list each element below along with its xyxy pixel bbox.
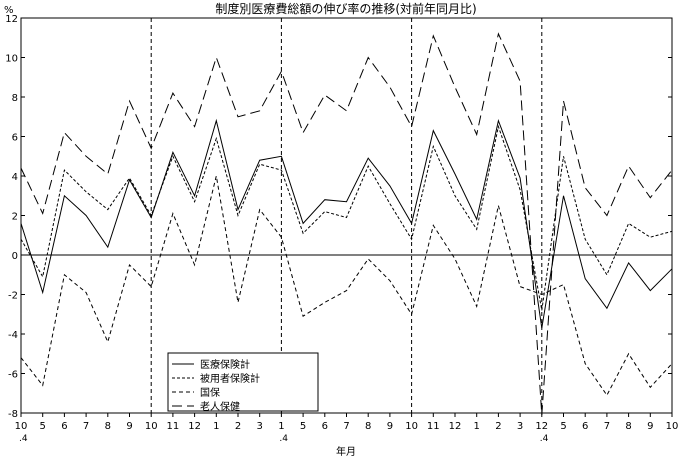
- x-year-marker: .4: [540, 434, 549, 444]
- x-tick-label: 1: [213, 421, 219, 432]
- x-tick-label: 7: [604, 421, 610, 432]
- series-line: [20, 124, 673, 311]
- x-tick-label: 10: [145, 421, 158, 432]
- y-tick-label: 6: [12, 133, 18, 144]
- x-tick-label: 10: [405, 421, 418, 432]
- x-tick-label: 2: [495, 421, 501, 432]
- x-tick-label: 12: [188, 421, 201, 432]
- x-tick-label: 9: [126, 421, 132, 432]
- x-tick-label: 3: [517, 421, 523, 432]
- legend-label: 被用者保険計: [200, 372, 260, 385]
- x-tick-label: 12: [535, 421, 548, 432]
- chart-title: 制度別医療費総額の伸び率の推移(対前年同月比): [215, 1, 476, 16]
- x-axis-label: 年月: [336, 445, 356, 458]
- x-tick-label: 2: [235, 421, 241, 432]
- y-tick-label: -6: [8, 370, 18, 381]
- y-tick-label: 12: [5, 14, 18, 25]
- y-tick-label: -4: [8, 330, 18, 341]
- legend-box: [167, 352, 319, 412]
- x-tick-label: 11: [427, 421, 440, 432]
- x-tick-label: 5: [300, 421, 306, 432]
- y-tick-label: 0: [12, 251, 18, 262]
- x-tick-label: 10: [15, 421, 28, 432]
- series-line: [20, 175, 673, 397]
- x-tick-label: 9: [647, 421, 653, 432]
- plot-frame: [20, 17, 673, 414]
- x-tick-label: 5: [40, 421, 46, 432]
- y-tick-label: 2: [12, 212, 18, 223]
- legend-label: 国保: [200, 386, 220, 399]
- series-line: [20, 118, 673, 329]
- x-tick-label: 8: [365, 421, 371, 432]
- x-tick-label: 3: [257, 421, 263, 432]
- x-tick-label: 11: [167, 421, 180, 432]
- x-tick-label: 9: [387, 421, 393, 432]
- x-tick-label: 1: [474, 421, 480, 432]
- y-tick-label: -2: [8, 291, 18, 302]
- x-tick-label: 7: [343, 421, 349, 432]
- x-year-marker: .4: [279, 434, 288, 444]
- x-tick-label: 6: [322, 421, 328, 432]
- y-tick-label: -8: [8, 409, 18, 420]
- legend-label: 医療保険計: [200, 358, 250, 371]
- y-axis-unit-label: %: [4, 5, 14, 16]
- x-tick-label: 8: [105, 421, 111, 432]
- y-tick-label: 4: [12, 172, 18, 183]
- x-tick-label: 7: [83, 421, 89, 432]
- x-tick-label: 8: [625, 421, 631, 432]
- y-tick-label: 8: [12, 93, 18, 104]
- legend-label: 老人保健: [200, 400, 240, 413]
- x-tick-label: 10: [666, 421, 679, 432]
- x-tick-label: 12: [449, 421, 462, 432]
- y-tick-label: 10: [5, 54, 18, 65]
- x-tick-label: 5: [560, 421, 566, 432]
- x-tick-label: 1: [278, 421, 284, 432]
- x-tick-label: 6: [61, 421, 67, 432]
- x-year-marker: .4: [19, 434, 28, 444]
- x-tick-label: 6: [582, 421, 588, 432]
- series-line: [20, 32, 673, 416]
